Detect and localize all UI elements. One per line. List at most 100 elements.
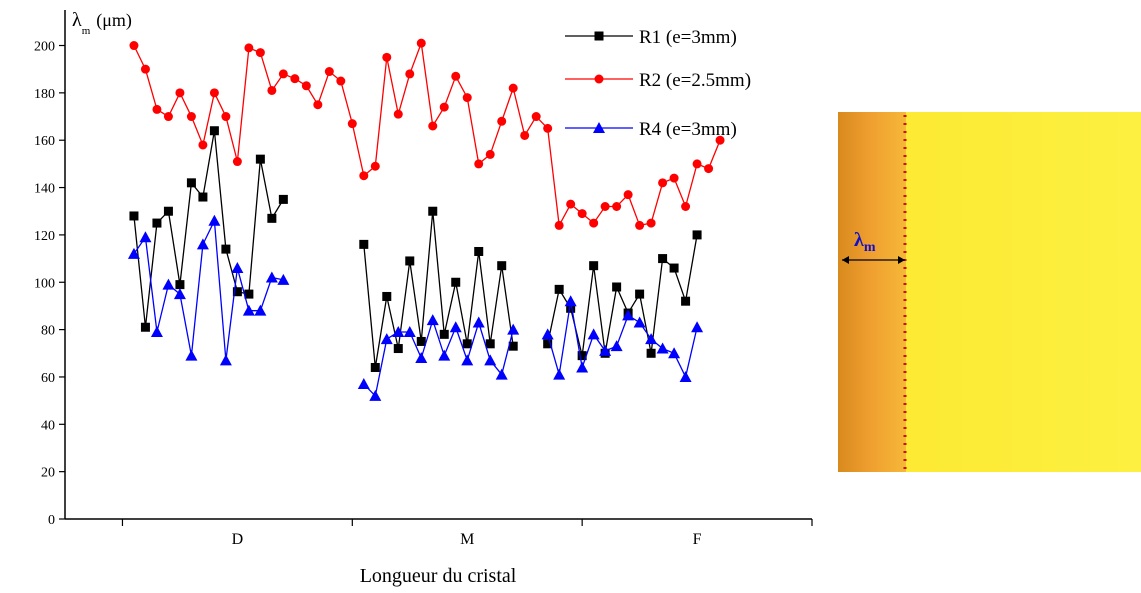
marker [405, 69, 415, 79]
marker [587, 328, 600, 340]
marker [497, 261, 507, 271]
marker [658, 254, 668, 264]
y-tick-label: 120 [34, 229, 55, 244]
marker [635, 220, 645, 230]
marker [692, 159, 702, 169]
y-tick-label: 200 [34, 40, 55, 55]
marker [439, 329, 449, 339]
marker [382, 52, 392, 62]
marker [610, 340, 623, 352]
inset-label-subscript: m [864, 240, 876, 255]
marker [139, 231, 152, 243]
marker [474, 246, 484, 256]
marker [474, 159, 484, 169]
marker [566, 303, 576, 313]
marker [415, 352, 428, 364]
marker [219, 354, 232, 366]
marker [612, 282, 622, 292]
marker [553, 368, 566, 380]
marker [681, 201, 691, 211]
marker [554, 220, 564, 230]
marker [589, 261, 599, 271]
marker [382, 291, 392, 301]
marker [656, 342, 669, 354]
marker [301, 81, 311, 91]
marker [393, 109, 403, 119]
series-line [133, 42, 721, 228]
y-axis-label: λm (μm) [72, 9, 132, 37]
arrow-heads [842, 256, 905, 264]
marker [485, 339, 495, 349]
marker [127, 247, 140, 259]
marker [484, 354, 497, 366]
marker [370, 362, 380, 372]
marker [255, 48, 265, 58]
marker [162, 278, 175, 290]
marker [566, 199, 576, 209]
inset-label: λm [854, 229, 876, 255]
marker [198, 140, 208, 150]
marker [451, 277, 461, 287]
legend-label: R1 (e=3mm) [639, 27, 737, 48]
y-tick-label: 100 [34, 276, 55, 291]
marker [405, 256, 415, 266]
marker [209, 88, 219, 98]
marker [589, 218, 599, 228]
marker [635, 289, 645, 299]
y-label-unit: (μm) [96, 10, 132, 31]
marker [221, 112, 231, 122]
marker [438, 349, 451, 361]
marker [380, 333, 393, 345]
inset-label-symbol: λ [854, 229, 864, 251]
marker [623, 190, 633, 200]
y-label-subscript: m [82, 25, 91, 37]
marker [507, 323, 520, 335]
marker [278, 194, 288, 204]
marker [152, 104, 162, 114]
marker [543, 123, 553, 133]
marker [576, 361, 589, 373]
marker [462, 339, 472, 349]
marker [658, 178, 668, 188]
marker [347, 119, 357, 129]
x-axis-label: Longueur du cristal [360, 565, 517, 587]
marker [244, 289, 254, 299]
marker [221, 244, 231, 254]
marker [359, 171, 369, 181]
marker [645, 333, 658, 345]
marker [461, 354, 474, 366]
marker [267, 85, 277, 95]
photo-strip [838, 112, 906, 472]
marker [129, 211, 139, 221]
marker [451, 71, 461, 81]
marker [577, 209, 587, 219]
marker [324, 67, 334, 77]
y-tick-label: 40 [41, 418, 55, 433]
y-tick-label: 180 [34, 87, 55, 102]
marker [277, 273, 290, 285]
marker [255, 154, 265, 164]
marker [175, 280, 185, 290]
marker [679, 370, 692, 382]
marker [633, 316, 646, 328]
marker [612, 201, 622, 211]
marker [403, 325, 416, 337]
marker [163, 112, 173, 122]
marker [186, 112, 196, 122]
marker [691, 321, 704, 333]
marker [278, 69, 288, 79]
marker [497, 116, 507, 126]
x-tick-label: D [232, 531, 244, 548]
marker [669, 173, 679, 183]
marker [265, 271, 278, 283]
marker [198, 192, 208, 202]
marker [357, 378, 370, 390]
marker [577, 351, 587, 361]
x-tick-label: F [693, 531, 702, 548]
x-tick-label: M [460, 531, 474, 548]
marker [152, 218, 162, 228]
marker [508, 83, 518, 93]
marker [704, 164, 714, 174]
marker [232, 157, 242, 167]
